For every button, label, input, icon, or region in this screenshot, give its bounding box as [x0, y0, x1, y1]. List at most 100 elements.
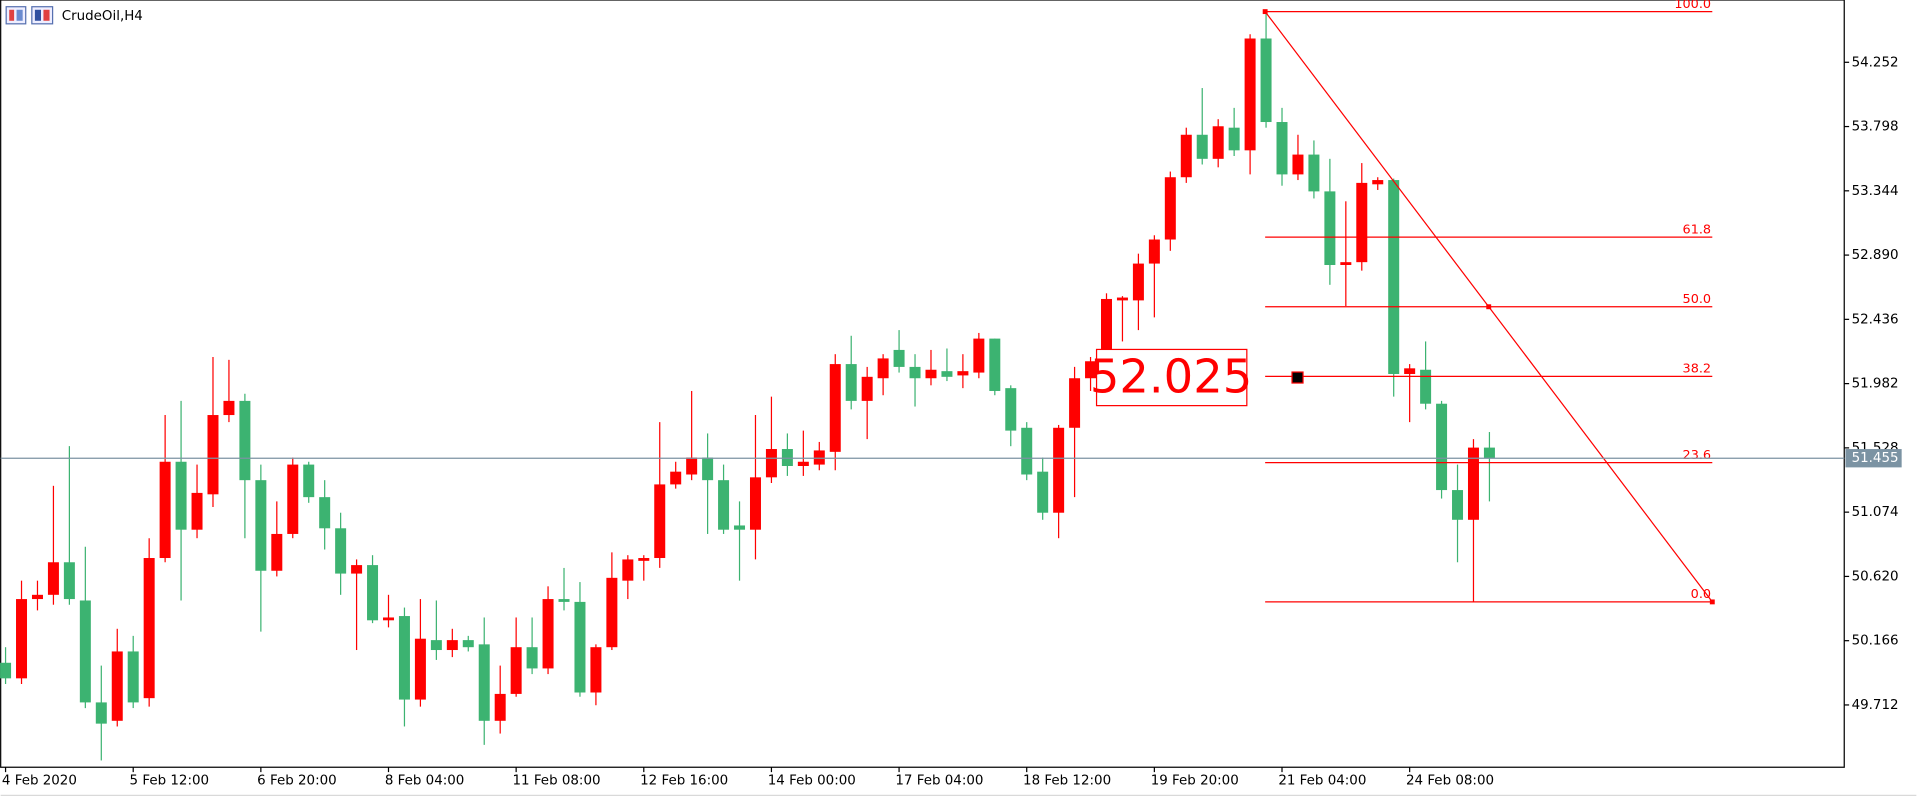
y-tick-label: 52.436 [1852, 312, 1899, 327]
fib-level-label: 100.0 [1674, 0, 1711, 12]
x-tick-label: 24 Feb 08:00 [1406, 774, 1494, 789]
candle-body [606, 577, 618, 648]
candle-body [95, 702, 107, 724]
candle-body [191, 492, 203, 530]
icon-bar [9, 9, 15, 21]
candle-body [430, 640, 442, 651]
price-label-anchor [1291, 371, 1304, 384]
candle-body [702, 457, 714, 481]
icon-bar [16, 9, 23, 21]
fib-level-label: 38.2 [1683, 362, 1712, 377]
candle-body [175, 461, 187, 530]
x-tick-label: 6 Feb 20:00 [257, 774, 337, 789]
candle-body [670, 471, 682, 485]
last-price-tag [1845, 449, 1902, 468]
candle-body [1452, 490, 1464, 520]
candle-body [239, 400, 251, 481]
icon-bar [34, 9, 41, 21]
y-tick-label: 51.982 [1852, 377, 1899, 392]
candle-body [271, 533, 283, 571]
y-tick-label: 54.252 [1852, 55, 1899, 70]
candle-body [255, 480, 267, 571]
candle-body [1212, 126, 1224, 159]
candle-body [542, 599, 554, 669]
candle-body [861, 376, 873, 401]
candle-body [111, 651, 123, 721]
candle-body [925, 369, 937, 379]
candle-body [622, 559, 634, 581]
x-tick-label: 8 Feb 04:00 [385, 774, 465, 789]
candle-body [1164, 177, 1176, 240]
x-tick-label: 11 Feb 08:00 [512, 774, 600, 789]
fib-level-label: 23.6 [1683, 448, 1712, 463]
candle-body [1292, 154, 1304, 175]
candle-body [654, 484, 666, 559]
y-tick-label: 52.890 [1852, 248, 1899, 263]
chart-title: CrudeOil,H4 [62, 9, 143, 24]
candle-body [351, 565, 363, 574]
candle-body [973, 338, 985, 373]
x-tick-label: 18 Feb 12:00 [1023, 774, 1111, 789]
candle-body [1467, 447, 1479, 520]
candle-body [287, 464, 299, 534]
candle-body [1069, 378, 1081, 428]
candle-body [127, 651, 139, 703]
candle-body [1420, 369, 1432, 404]
fib-level-label: 0.0 [1691, 587, 1711, 602]
candle-body [909, 366, 921, 379]
candle-body [335, 528, 347, 574]
candle-body [1244, 38, 1256, 151]
candle-body [303, 464, 315, 498]
fib-anchor [1709, 599, 1715, 605]
candle-body [829, 364, 841, 452]
candle-body [367, 565, 379, 621]
candle-body [1404, 368, 1416, 374]
candle-body [383, 617, 394, 621]
candle-body [462, 640, 474, 648]
x-tick-label: 17 Feb 04:00 [895, 774, 983, 789]
candle-body [1308, 154, 1320, 192]
candle-body [1005, 388, 1017, 431]
candle-body [1260, 38, 1272, 123]
candle-body [1372, 180, 1384, 185]
candle-body [478, 644, 490, 721]
fib-level-label: 61.8 [1683, 222, 1712, 237]
fib-level-label: 50.0 [1683, 292, 1712, 307]
price-label-box [1095, 348, 1248, 407]
candle-body [1053, 427, 1065, 513]
candle-body [1483, 447, 1495, 459]
fib-anchor [1486, 304, 1492, 310]
candle-body [734, 525, 746, 530]
candle-body [526, 647, 538, 669]
candle-body [446, 640, 458, 651]
candle-body [574, 601, 586, 693]
plot-frame [0, 0, 1845, 768]
icon-bar [43, 9, 50, 21]
candle-body [0, 662, 12, 679]
y-tick-label: 53.344 [1852, 184, 1899, 199]
candle-body [1085, 361, 1097, 379]
candle-body [1228, 127, 1240, 151]
candle-body [893, 349, 905, 367]
candle-body [63, 562, 75, 600]
candle-body [989, 338, 1001, 391]
fib-anchor [1262, 9, 1268, 15]
candle-body [494, 693, 506, 721]
candle-body [638, 558, 650, 561]
candle-body [686, 457, 698, 475]
candle-body [781, 449, 793, 467]
candle-body [941, 371, 953, 377]
candle-body [797, 461, 809, 467]
candle-body [143, 558, 155, 699]
candle-body [79, 600, 91, 703]
candle-body [31, 594, 43, 600]
candle-body [510, 647, 522, 694]
toolbar-icons [5, 6, 54, 25]
candle-body [877, 358, 889, 379]
candle-body [845, 364, 857, 401]
candle-body [1436, 403, 1448, 491]
last-price-label: 51.455 [1852, 451, 1899, 466]
icon-window [5, 6, 27, 25]
